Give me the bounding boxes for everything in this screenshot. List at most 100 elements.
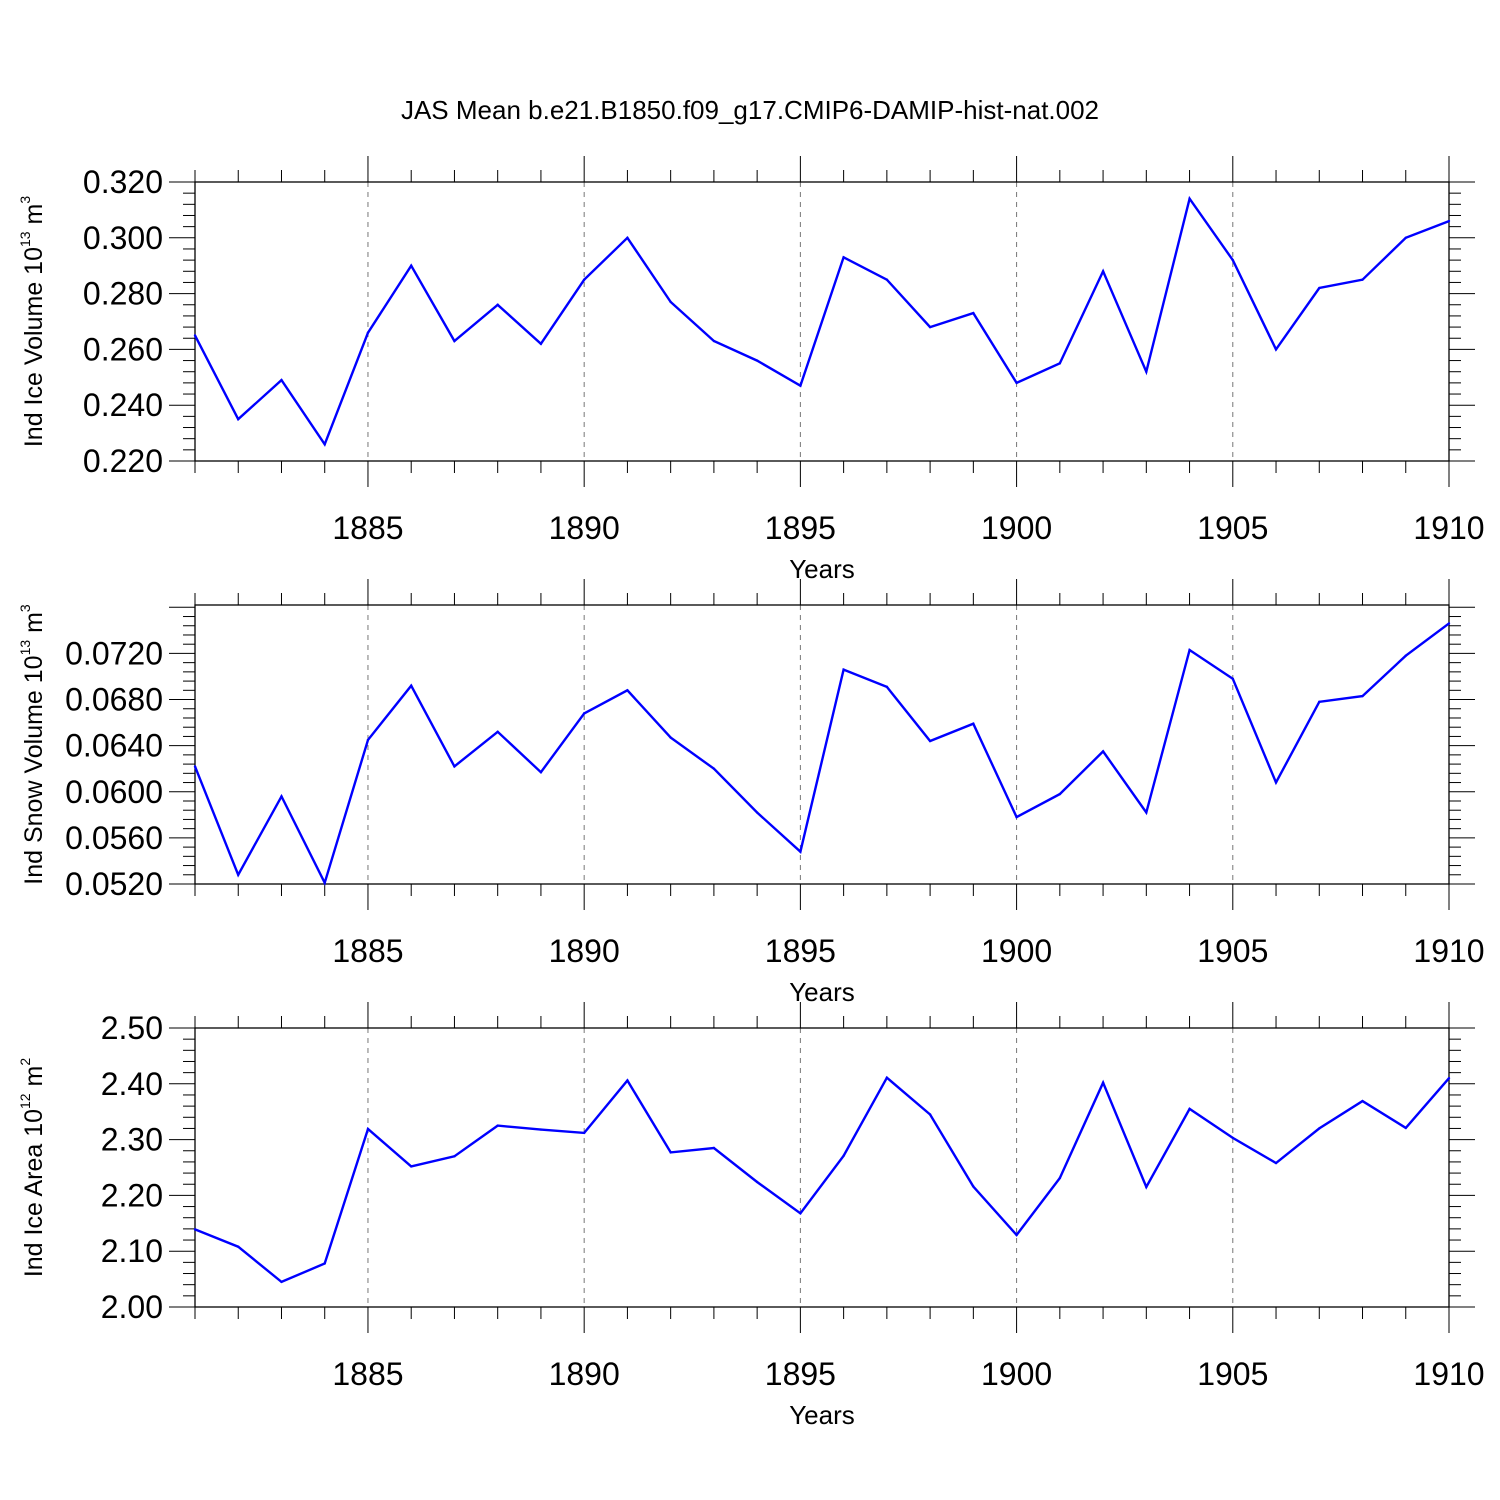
data-point: [928, 325, 932, 329]
y-tick-label: 0.0720: [65, 635, 163, 671]
series-line: [193, 195, 1450, 447]
data-point: [280, 378, 283, 382]
chart-title: JAS Mean b.e21.B1850.f09_g17.CMIP6-DAMIP…: [401, 95, 1099, 125]
data-point: [496, 303, 499, 306]
data-point: [323, 443, 326, 446]
data-point: [1404, 236, 1407, 239]
data-point: [669, 300, 672, 304]
data-point: [237, 873, 240, 876]
series-line: [193, 622, 1450, 887]
data-point: [626, 236, 629, 239]
data-point: [885, 1076, 889, 1079]
data-point: [799, 850, 802, 853]
panel-1: 0.220 0.240 0.260 0.280 0.300 0.320 1885 1890 18…: [17, 156, 1485, 584]
panel-2: 0.0520 0.0560 0.0600 0.0640 0.0680 0.0720 1885…: [17, 579, 1485, 1007]
y-axis-label: Ind Ice Volume 1013 m3: [17, 196, 48, 448]
y-tick-label: 2.30: [101, 1122, 163, 1158]
y-tick-label: 0.0600: [65, 774, 163, 810]
data-point: [280, 795, 283, 798]
y-tick-label: 2.50: [101, 1010, 163, 1046]
data-point: [1404, 654, 1407, 657]
y-tick-label: 0.0560: [65, 820, 163, 856]
data-point: [755, 811, 759, 814]
data-point: [453, 765, 456, 768]
data-point: [1058, 1176, 1062, 1180]
y-axis-label: Ind Snow Volume 1013 m3: [17, 604, 48, 885]
data-point: [582, 712, 586, 715]
data-point: [1145, 370, 1148, 373]
data-point: [1188, 197, 1191, 200]
data-point: [1231, 1136, 1234, 1140]
x-tick-label: 1910: [1413, 510, 1484, 546]
data-point: [496, 1124, 499, 1127]
x-tick-label: 1885: [332, 510, 403, 546]
y-tick-label: 0.260: [83, 331, 163, 367]
data-point: [366, 331, 370, 334]
data-point: [1361, 694, 1364, 698]
y-tick-label: 0.300: [83, 220, 163, 256]
x-tick-label: 1905: [1197, 510, 1268, 546]
x-axis-label: Years: [789, 554, 855, 584]
data-point: [366, 738, 370, 742]
data-point: [1274, 348, 1278, 351]
x-tick-label: 1890: [549, 1356, 620, 1392]
y-tick-label: 0.240: [83, 387, 163, 423]
x-tick-label: 1905: [1197, 933, 1268, 969]
data-point: [626, 689, 629, 692]
x-tick-label: 1900: [981, 1356, 1052, 1392]
data-point: [193, 765, 197, 768]
data-point: [712, 767, 716, 770]
y-tick-label: 2.00: [101, 1289, 163, 1325]
data-point: [712, 1146, 716, 1150]
data-point: [1015, 1233, 1018, 1237]
x-tick-label: 1890: [549, 510, 620, 546]
data-point: [1318, 286, 1321, 290]
data-point: [366, 1127, 370, 1131]
data-point: [539, 770, 543, 774]
data-point: [410, 684, 413, 687]
data-point: [1274, 781, 1278, 784]
data-point: [669, 1151, 672, 1154]
data-point: [1231, 677, 1234, 680]
data-point: [323, 881, 326, 885]
data-point: [1015, 381, 1018, 385]
data-point: [453, 1155, 456, 1158]
data-point: [410, 264, 413, 267]
data-point: [1145, 1185, 1148, 1189]
plot-frame: [194, 1027, 1450, 1308]
x-tick-label: 1910: [1413, 1356, 1484, 1392]
panel-3: 2.00 2.10 2.20 2.30 2.40 2.50 1885 1890 1895 1900…: [17, 1002, 1485, 1430]
data-point: [842, 256, 845, 259]
data-point: [1404, 1126, 1407, 1130]
x-axis-label: Years: [789, 977, 855, 1007]
data-point: [582, 1131, 586, 1135]
data-point: [496, 730, 499, 734]
data-point: [972, 311, 975, 315]
data-point: [755, 1180, 759, 1184]
data-point: [972, 1185, 975, 1188]
data-point: [842, 1154, 845, 1157]
data-point: [453, 339, 456, 343]
data-point: [1447, 1077, 1451, 1080]
x-tick-label: 1895: [765, 933, 836, 969]
data-point: [1101, 270, 1105, 273]
data-point: [323, 1262, 326, 1265]
data-point: [885, 685, 889, 689]
data-point: [539, 1128, 543, 1131]
data-point: [1058, 362, 1062, 365]
x-tick-label: 1885: [332, 933, 403, 969]
y-tick-label: 0.320: [83, 164, 163, 200]
data-point: [1318, 700, 1321, 704]
data-point: [1447, 622, 1451, 625]
x-tick-label: 1900: [981, 933, 1052, 969]
plot-frame: [194, 604, 1450, 885]
y-tick-label: 0.280: [83, 276, 163, 312]
x-tick-label: 1905: [1197, 1356, 1268, 1392]
y-tick-label: 0.220: [83, 443, 163, 479]
data-point: [1361, 278, 1364, 281]
data-point: [280, 1280, 283, 1284]
y-tick-label: 0.0680: [65, 682, 163, 718]
x-tick-label: 1885: [332, 1356, 403, 1392]
data-point: [1188, 1107, 1191, 1111]
